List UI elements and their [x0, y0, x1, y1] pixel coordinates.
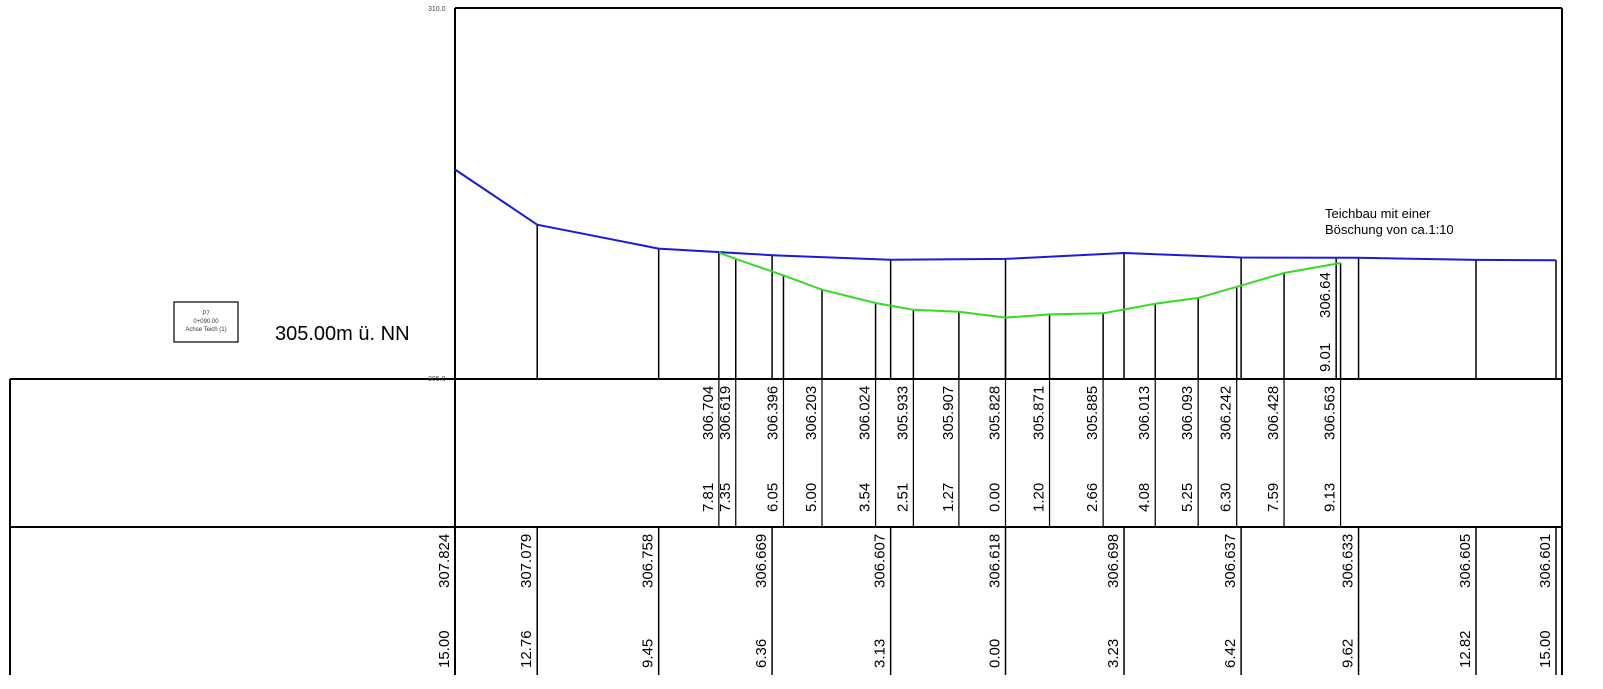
- terrain-elevation-label: 306.758: [640, 534, 657, 588]
- terrain-elevation-label: 306.633: [1340, 534, 1357, 588]
- terrain-elevation-label: 306.618: [987, 534, 1004, 588]
- design-elevation-label: 306.396: [764, 386, 781, 440]
- profile-box-line2: 0+090.00: [193, 319, 219, 325]
- terrain-elevation-label: 307.079: [518, 534, 535, 588]
- design-elevation-label: 306.203: [803, 386, 820, 440]
- terrain-distance-label: 9.45: [640, 639, 657, 668]
- terrain-distance-label: 9.62: [1340, 639, 1357, 668]
- extra-distance-label: 9.01: [1317, 343, 1334, 372]
- design-distance-label: 1.20: [1031, 483, 1048, 512]
- terrain-distance-label: 3.23: [1105, 639, 1122, 668]
- terrain-elevation-label: 306.605: [1457, 534, 1474, 588]
- terrain-elevation-label: 306.669: [753, 534, 770, 588]
- design-elevation-label: 305.871: [1031, 386, 1048, 440]
- design-distance-label: 1.27: [940, 483, 957, 512]
- design-distance-label: 4.08: [1136, 483, 1153, 512]
- terrain-distance-label: 12.82: [1457, 630, 1474, 668]
- design-elevation-label: 305.885: [1084, 386, 1101, 440]
- terrain-line: [454, 168, 1557, 262]
- design-distance-label: 5.25: [1179, 483, 1196, 512]
- design-distance-label: 7.81: [700, 483, 717, 512]
- design-distance-label: 6.30: [1218, 483, 1235, 512]
- profile-id-box: P7 0+090.00 Achse Teich (1): [173, 301, 239, 343]
- terrain-elevation-label: 306.601: [1537, 534, 1554, 588]
- terrain-elevation-label: 307.824: [436, 534, 453, 588]
- terrain-elevation-label: 306.607: [872, 534, 889, 588]
- terrain-distance-label: 0.00: [987, 639, 1004, 668]
- reference-level-label: 305.00m ü. NN: [275, 323, 410, 345]
- terrain-distance-label: 6.36: [753, 639, 770, 668]
- design-elevation-label: 306.093: [1179, 386, 1196, 440]
- axis-top-label: 310.0: [428, 6, 446, 13]
- design-elevation-label: 305.933: [894, 386, 911, 440]
- profile-frame: [9, 7, 1563, 675]
- design-distance-label: 0.00: [987, 483, 1004, 512]
- terrain-distance-label: 15.00: [436, 630, 453, 668]
- design-distance-label: 6.05: [764, 483, 781, 512]
- station-labels: 307.824 15.00 307.079 12.76 306.758 9.45 306.6…: [436, 272, 1554, 668]
- design-elevation-label: 306.563: [1322, 386, 1339, 440]
- terrain-distance-label: 12.76: [518, 630, 535, 668]
- design-elevation-label: 306.242: [1218, 386, 1235, 440]
- design-distance-label: 7.59: [1265, 483, 1282, 512]
- design-distance-label: 5.00: [803, 483, 820, 512]
- design-distance-label: 7.35: [717, 483, 734, 512]
- profile-box-line3: Achse Teich (1): [185, 327, 226, 333]
- station-lines: [454, 224, 1557, 675]
- extra-elevation-label: 306.64: [1317, 272, 1334, 318]
- design-elevation-label: 305.828: [987, 386, 1004, 440]
- terrain-distance-label: 15.00: [1537, 630, 1554, 668]
- design-elevation-label: 306.428: [1265, 386, 1282, 440]
- design-elevation-label: 306.013: [1136, 386, 1153, 440]
- design-distance-label: 2.51: [894, 483, 911, 512]
- design-distance-label: 9.13: [1322, 483, 1339, 512]
- design-elevation-label: 306.024: [857, 386, 874, 440]
- design-distance-label: 2.66: [1084, 483, 1101, 512]
- terrain-elevation-label: 306.637: [1222, 534, 1239, 588]
- design-elevation-label: 305.907: [940, 386, 957, 440]
- design-elevation-label: 306.704: [700, 386, 717, 440]
- terrain-distance-label: 6.42: [1222, 639, 1239, 668]
- terrain-elevation-label: 306.698: [1105, 534, 1122, 588]
- terrain-distance-label: 3.13: [872, 639, 889, 668]
- design-line: [718, 251, 1341, 319]
- design-distance-label: 3.54: [857, 483, 874, 512]
- axis-bottom-label: 305.0: [428, 376, 446, 383]
- design-elevation-label: 306.619: [717, 386, 734, 440]
- profile-box-line1: P7: [202, 311, 210, 317]
- annotation-line1: Teichbau mit einer: [1325, 206, 1431, 221]
- annotation-line2: Böschung von ca.1:10: [1325, 222, 1454, 237]
